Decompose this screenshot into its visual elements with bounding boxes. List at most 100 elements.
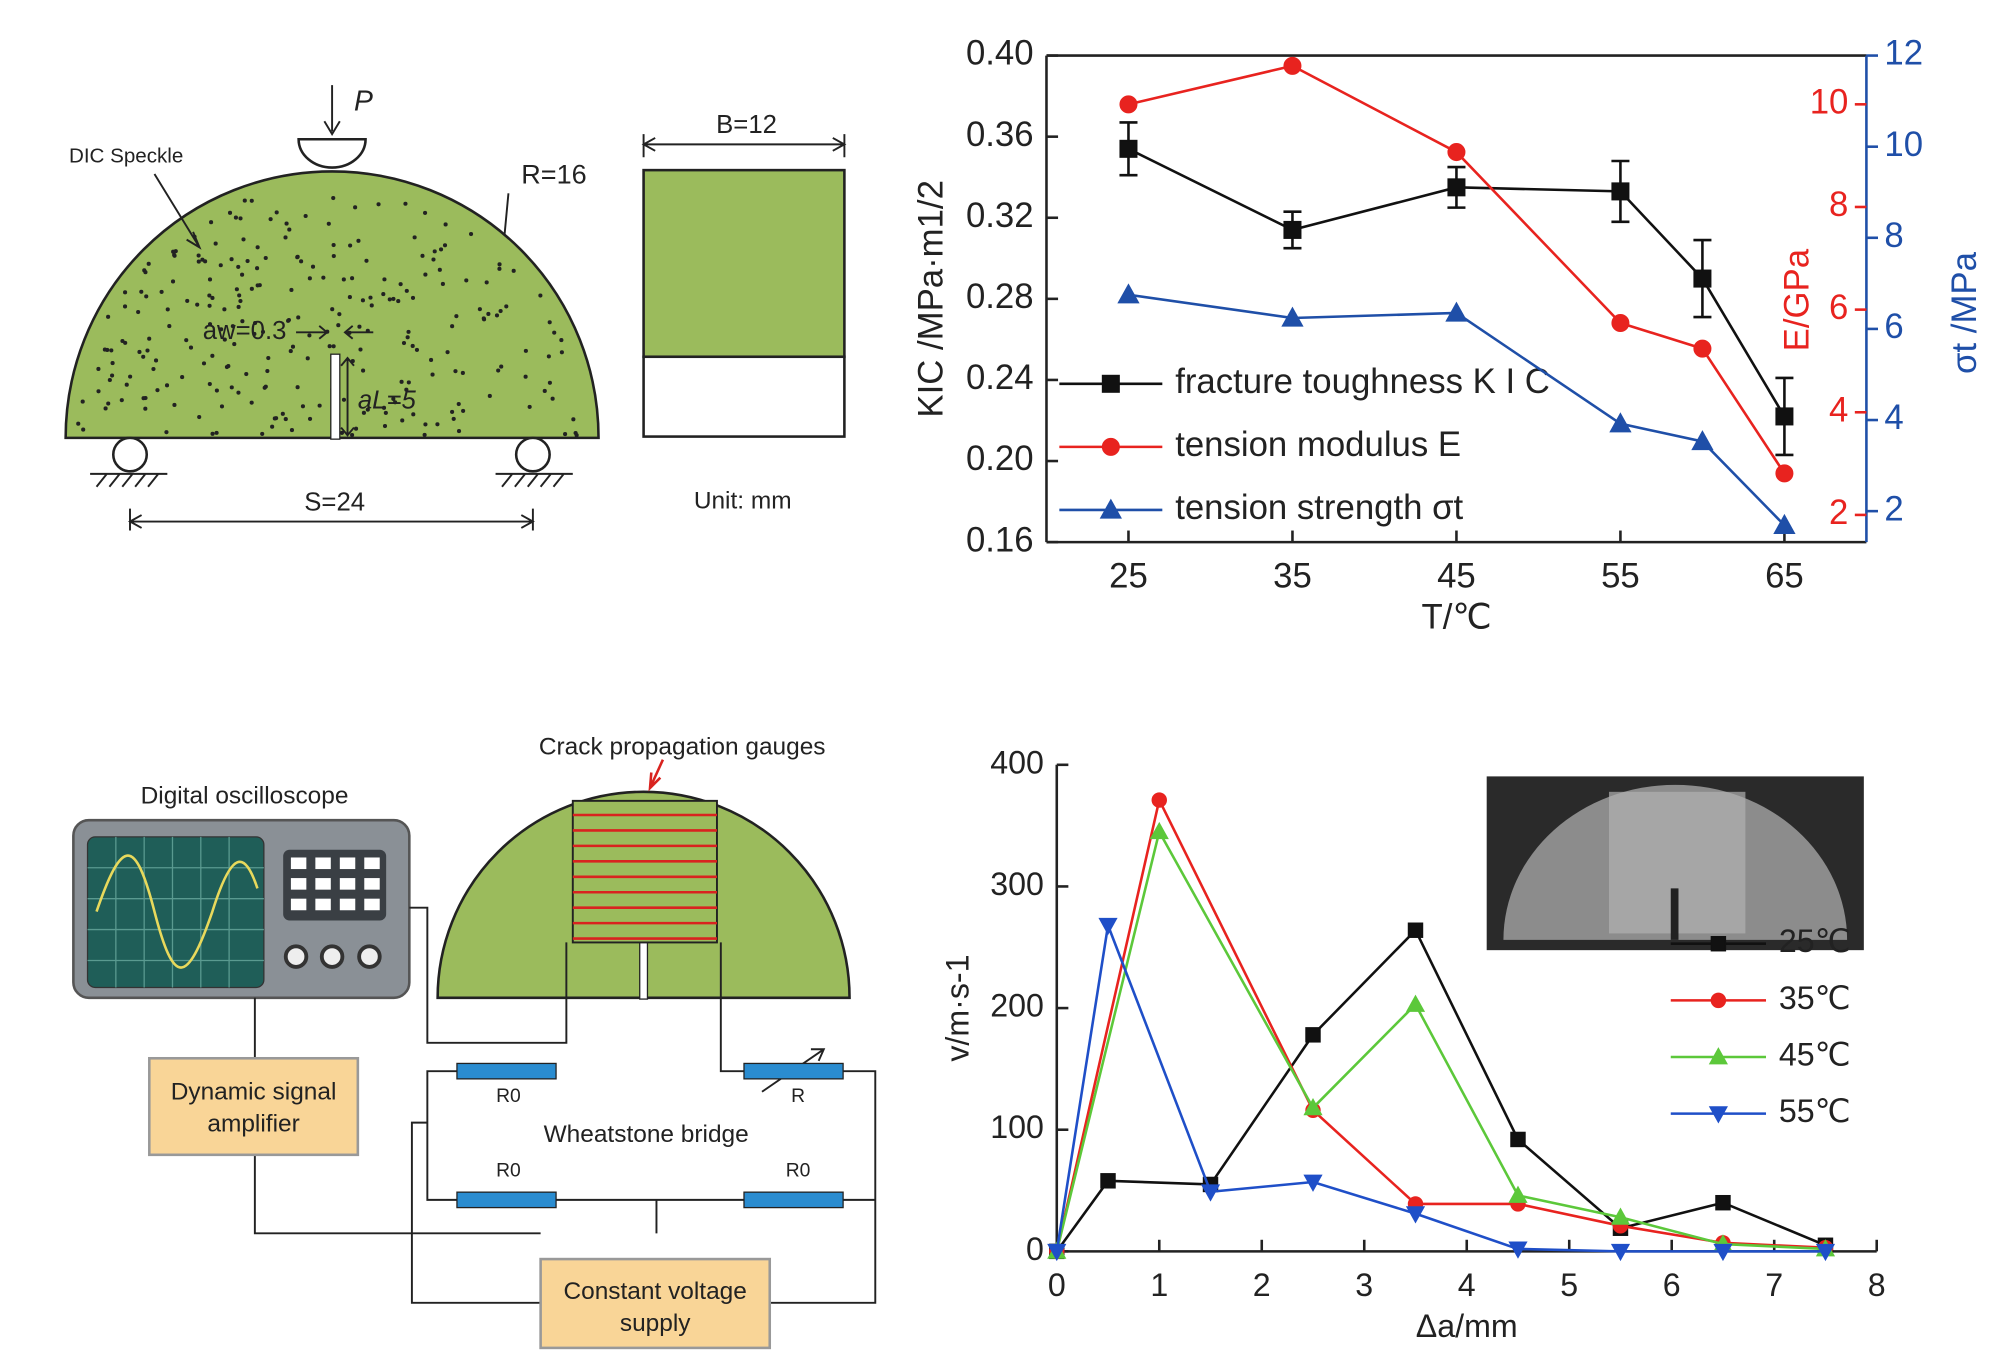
dot [406,380,411,385]
dot [210,431,215,436]
dot [241,237,246,242]
dot [382,277,387,282]
knob [357,944,382,969]
y-tick-label: 400 [990,744,1044,780]
dot [290,344,296,349]
label: Digital oscilloscope [141,782,349,809]
dot [538,293,543,298]
y-axis-label: v/m·s-1 [940,954,976,1061]
marker [1693,269,1712,288]
dot [164,383,170,388]
dot [420,253,425,258]
dot [559,338,564,343]
y-axis-label: KIC /MPa·m1/2 [912,180,950,418]
dot [542,388,547,394]
dot [167,324,172,329]
x-tick-label: 35 [1273,557,1312,595]
dot [546,354,551,359]
dot [357,324,362,329]
key [364,898,380,911]
dot [405,335,410,340]
dot [423,272,428,277]
y-tick-label: 0.24 [966,359,1034,397]
dot [260,329,266,334]
label: Dynamic signal [171,1078,337,1105]
y-tick-label: 100 [990,1109,1044,1145]
label: aw=0.3 [203,317,287,345]
dot [207,381,212,387]
dot [286,318,291,323]
keypad [283,849,387,921]
section-green [642,168,846,359]
specimen-diagram: P DIC Speckle R=16 aw=0.3 aL=5 S=24 B=12… [64,85,847,531]
dot [477,307,482,312]
key [364,878,380,890]
dot [219,404,225,409]
ground [90,472,573,488]
dot [387,297,392,302]
span-dim [128,508,535,531]
dot [423,210,428,215]
dot [107,377,112,383]
dot [109,348,114,353]
y-tick-label: 10 [1810,83,1849,121]
dot [438,247,444,252]
marker [1447,143,1466,162]
dot [81,427,86,432]
x-tick-label: 8 [1868,1267,1886,1303]
dot [284,221,289,226]
label: DIC Speckle [69,145,183,168]
marker [1508,1185,1528,1203]
marker [1101,437,1120,456]
legend-label: 45℃ [1779,1036,1851,1072]
dot [145,348,150,353]
dot [401,340,407,346]
dot [213,241,218,246]
dot [300,404,306,409]
dot [96,366,101,372]
dot [207,277,213,282]
dot [307,276,312,281]
dot [222,307,227,312]
dot [153,358,159,363]
y-tick-label: 0 [1026,1231,1044,1267]
marker [1047,1243,1067,1262]
dot [283,417,288,422]
dot [487,393,492,399]
dot [144,294,149,299]
dot [219,327,224,332]
dot [142,268,147,273]
support [514,436,551,473]
label: R0 [496,1161,521,1182]
dot [432,249,437,254]
key [290,857,307,870]
marker [1708,1106,1728,1124]
dot [404,288,409,293]
thickness-dim [641,134,847,158]
y-tick-label: 6 [1884,308,1903,346]
dot [106,314,111,319]
pointer [153,173,510,250]
dot [321,275,326,280]
dot [110,361,115,366]
dot [327,344,332,349]
dot [454,314,459,319]
y-tick-label: 0.32 [966,197,1034,235]
key [339,898,356,911]
dot [348,243,353,248]
dot [353,205,358,210]
dot [317,403,322,408]
dot [369,303,374,308]
dot [361,368,366,373]
dot [141,354,146,359]
marker [1775,464,1794,483]
legend-label: 55℃ [1779,1093,1851,1129]
dot [214,388,219,393]
dot [268,217,273,222]
notch [639,941,649,1000]
x-tick-label: 45 [1437,557,1476,595]
notch-dim [296,325,374,437]
dot [391,396,396,401]
setup-diagram: Digital oscilloscope Crack propagation g… [72,734,877,1350]
